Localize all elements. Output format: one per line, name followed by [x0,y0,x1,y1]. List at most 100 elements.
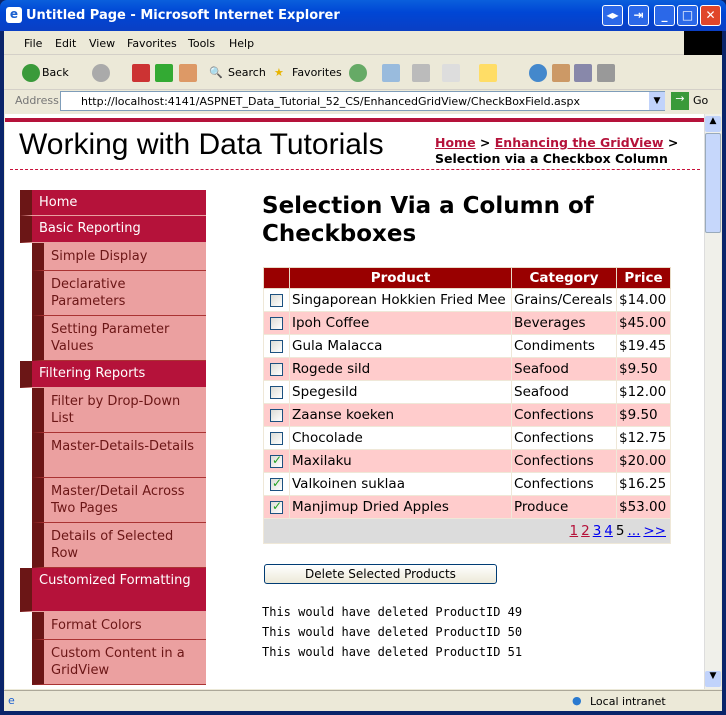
search-button[interactable]: Search [228,66,266,79]
menu-favorites[interactable]: Favorites [127,37,177,50]
select-checkbox[interactable] [270,476,283,491]
back-icon[interactable] [22,64,40,82]
refresh-icon[interactable] [155,64,173,82]
sidebar-item[interactable]: Format Colors [32,612,206,640]
select-checkbox[interactable] [270,408,283,422]
price-cell: $53.00 [616,495,671,519]
menu-help[interactable]: Help [229,37,255,50]
category-cell: Confections [511,403,617,427]
pager-link[interactable]: 1 [569,523,579,539]
search-icon[interactable]: 🔍 [209,66,223,79]
sidebar-item[interactable]: Customized Formatting [20,568,206,612]
favorites-button[interactable]: Favorites [292,66,342,79]
minimize-button[interactable]: _ [654,5,675,26]
messenger-icon[interactable] [529,64,547,82]
sidebar-item[interactable]: Basic Reporting [20,216,206,243]
forward-icon[interactable] [92,64,110,82]
maximize-button[interactable]: □ [677,5,698,26]
vertical-scrollbar[interactable]: ▲ ▼ [704,114,721,689]
sidebar-item[interactable]: Filter by Drop-Down List [32,388,206,433]
select-checkbox[interactable] [270,339,283,353]
page-title: Selection Via a Column of Checkboxes [262,193,594,247]
category-cell: Condiments [511,334,617,358]
product-cell: Valkoinen suklaa [289,472,512,496]
sidebar-item[interactable]: Master-Details-Details [32,433,206,478]
select-checkbox[interactable] [270,293,283,307]
price-cell: $45.00 [616,311,671,335]
category-cell: Seafood [511,357,617,381]
sidebar-item[interactable]: Home [20,190,206,216]
intranet-icon: ● [572,694,582,707]
scroll-thumb[interactable] [705,133,721,233]
page-icon: e [8,694,15,707]
close-button[interactable]: ✕ [700,5,721,26]
research-icon[interactable] [552,64,570,82]
delete-message: This would have deleted ProductID 49 [262,605,523,619]
breadcrumb-separator: > [667,135,679,150]
go-button[interactable]: Go [693,94,709,107]
select-checkbox[interactable] [270,385,283,399]
breadcrumb: Home > Enhancing the GridView > Selectio… [435,135,678,167]
sidebar-item[interactable]: Simple Display [32,243,206,271]
extra-button[interactable]: ◂▸ [602,5,623,26]
status-bar: e ● Local intranet [4,690,722,711]
go-arrow-icon[interactable]: → [671,92,689,110]
sidebar-item[interactable]: Declarative Parameters [32,271,206,316]
scroll-down-icon[interactable]: ▼ [705,671,721,687]
menu-file[interactable]: File [24,37,43,50]
select-checkbox[interactable] [270,362,283,376]
products-grid: Product Category Price Singaporean Hokki… [263,267,671,544]
favorites-icon[interactable]: ★ [274,66,284,79]
pager-link[interactable]: 3 [592,523,602,539]
breadcrumb-home[interactable]: Home [435,135,476,150]
plugin-icon[interactable] [597,64,615,82]
pager-link[interactable]: >> [643,523,666,539]
select-cell [263,426,290,450]
breadcrumb-separator: > [479,135,491,150]
breadcrumb-current: Selection via a Checkbox Column [435,151,668,166]
sidebar-item[interactable]: Master/Detail Across Two Pages [32,478,206,523]
select-checkbox[interactable] [270,453,283,468]
home-icon[interactable] [179,64,197,82]
windows-logo [684,31,722,55]
address-input[interactable]: http://localhost:4141/ASPNET_Data_Tutori… [60,91,665,111]
sidebar-item[interactable]: Custom Content in a GridView [32,640,206,685]
table-row: Maxilaku Confections $20.00 [263,449,671,473]
select-checkbox[interactable] [270,499,283,514]
tool-icon[interactable] [574,64,592,82]
select-checkbox[interactable] [270,316,283,330]
stop-icon[interactable] [132,64,150,82]
pager-link[interactable]: 4 [604,523,613,539]
sidebar-item[interactable]: Details of Selected Row [32,523,206,568]
scroll-up-icon[interactable]: ▲ [705,116,721,132]
exit-button[interactable]: ⇥ [628,5,649,26]
table-row: Singaporean Hokkien Fried Mee Grains/Cer… [263,288,671,312]
notes-icon[interactable] [479,64,497,82]
select-cell [263,380,290,404]
print-icon[interactable] [412,64,430,82]
select-cell [263,288,290,312]
edit-icon[interactable] [442,64,460,82]
delete-selected-products-button[interactable]: Delete Selected Products [264,564,497,584]
menu-view[interactable]: View [89,37,116,50]
history-icon[interactable] [349,64,367,82]
back-button[interactable]: Back [42,66,69,79]
site-title: Working with Data Tutorials [19,128,384,161]
product-cell: Rogede sild [289,357,512,381]
menu-tools[interactable]: Tools [188,37,216,50]
address-dropdown-icon[interactable]: ▼ [649,92,665,110]
sidebar-item[interactable]: Setting Parameter Values [32,316,206,361]
pager-link[interactable]: ... [627,523,641,539]
select-checkbox[interactable] [270,431,283,445]
breadcrumb-enhancing-gridview[interactable]: Enhancing the GridView [494,135,664,150]
sidebar-item[interactable]: Filtering Reports [20,361,206,388]
window-title: Untitled Page - Microsoft Internet Explo… [26,8,340,23]
pager: 1 2 3 4 5... >> [263,518,671,544]
select-cell [263,334,290,358]
pager-link[interactable]: 2 [581,523,590,539]
price-cell: $9.50 [616,357,671,381]
mail-icon[interactable] [382,64,400,82]
category-cell: Produce [511,495,617,519]
menu-edit[interactable]: Edit [55,37,77,50]
product-cell: Manjimup Dried Apples [289,495,512,519]
